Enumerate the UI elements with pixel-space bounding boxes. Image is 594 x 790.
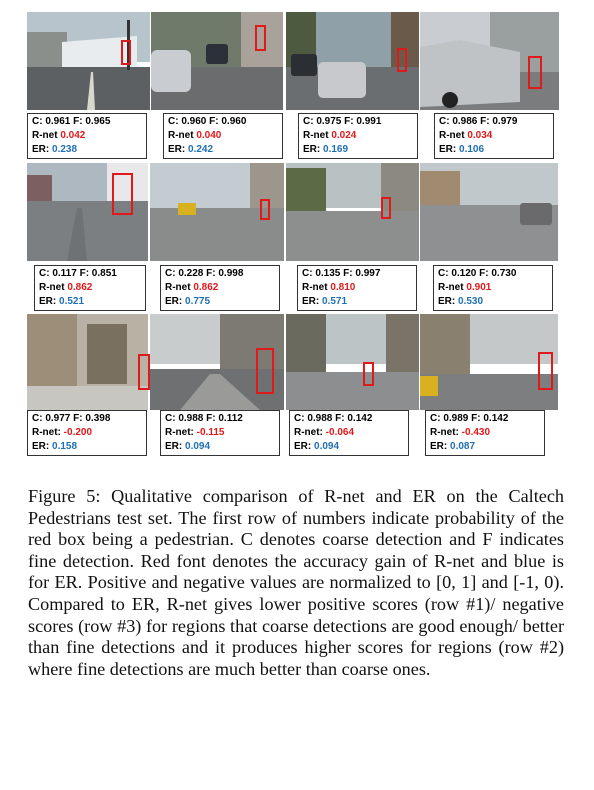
street-photo-r3c3: [286, 314, 419, 410]
street-photo-r3c2: [150, 314, 284, 410]
street-photo-r3c1: [27, 314, 148, 410]
score-label: C: 0.988 F: 0.142 R-net: -0.064 ER: 0.09…: [289, 410, 409, 456]
detection-box: [397, 48, 407, 72]
detection-box: [138, 354, 150, 390]
score-label: C: 0.986 F: 0.979 R-net 0.034 ER: 0.106: [434, 113, 554, 159]
street-photo-r2c4: [420, 163, 558, 261]
detection-box: [256, 348, 274, 394]
score-label: C: 0.960 F: 0.960 R-net 0.040 ER: 0.242: [163, 113, 283, 159]
detection-box: [121, 40, 131, 65]
detection-box: [260, 199, 270, 220]
score-label: C: 0.961 F: 0.965 R-net 0.042 ER: 0.238: [27, 113, 147, 159]
street-photo-r2c3: [286, 163, 419, 261]
detection-box: [363, 362, 374, 386]
street-photo-r3c4: [420, 314, 558, 410]
street-photo-r2c1: [27, 163, 148, 261]
street-photo-r1c3: [286, 12, 419, 110]
score-label: C: 0.228 F: 0.998 R-net 0.862 ER: 0.775: [160, 265, 280, 311]
score-label: C: 0.135 F: 0.997 R-net 0.810 ER: 0.571: [297, 265, 417, 311]
detection-box: [528, 56, 542, 89]
score-label: C: 0.989 F: 0.142 R-net: -0.430 ER: 0.08…: [425, 410, 545, 456]
detection-box: [381, 197, 391, 219]
figure-caption: Figure 5: Qualitative comparison of R-ne…: [28, 486, 564, 679]
score-label: C: 0.988 F: 0.112 R-net: -0.115 ER: 0.09…: [160, 410, 280, 456]
score-label: C: 0.120 F: 0.730 R-net 0.901 ER: 0.530: [433, 265, 553, 311]
street-photo-r1c1: [27, 12, 150, 110]
score-label: C: 0.977 F: 0.398 R-net: -0.200 ER: 0.15…: [27, 410, 147, 456]
score-label: C: 0.975 F: 0.991 R-net 0.024 ER: 0.169: [298, 113, 418, 159]
detection-box: [538, 352, 553, 390]
detection-box: [112, 173, 133, 215]
street-photo-r1c4: [420, 12, 559, 110]
score-label: C: 0.117 F: 0.851 R-net 0.862 ER: 0.521: [34, 265, 146, 311]
street-photo-r1c2: [151, 12, 283, 110]
detection-box: [255, 25, 266, 51]
